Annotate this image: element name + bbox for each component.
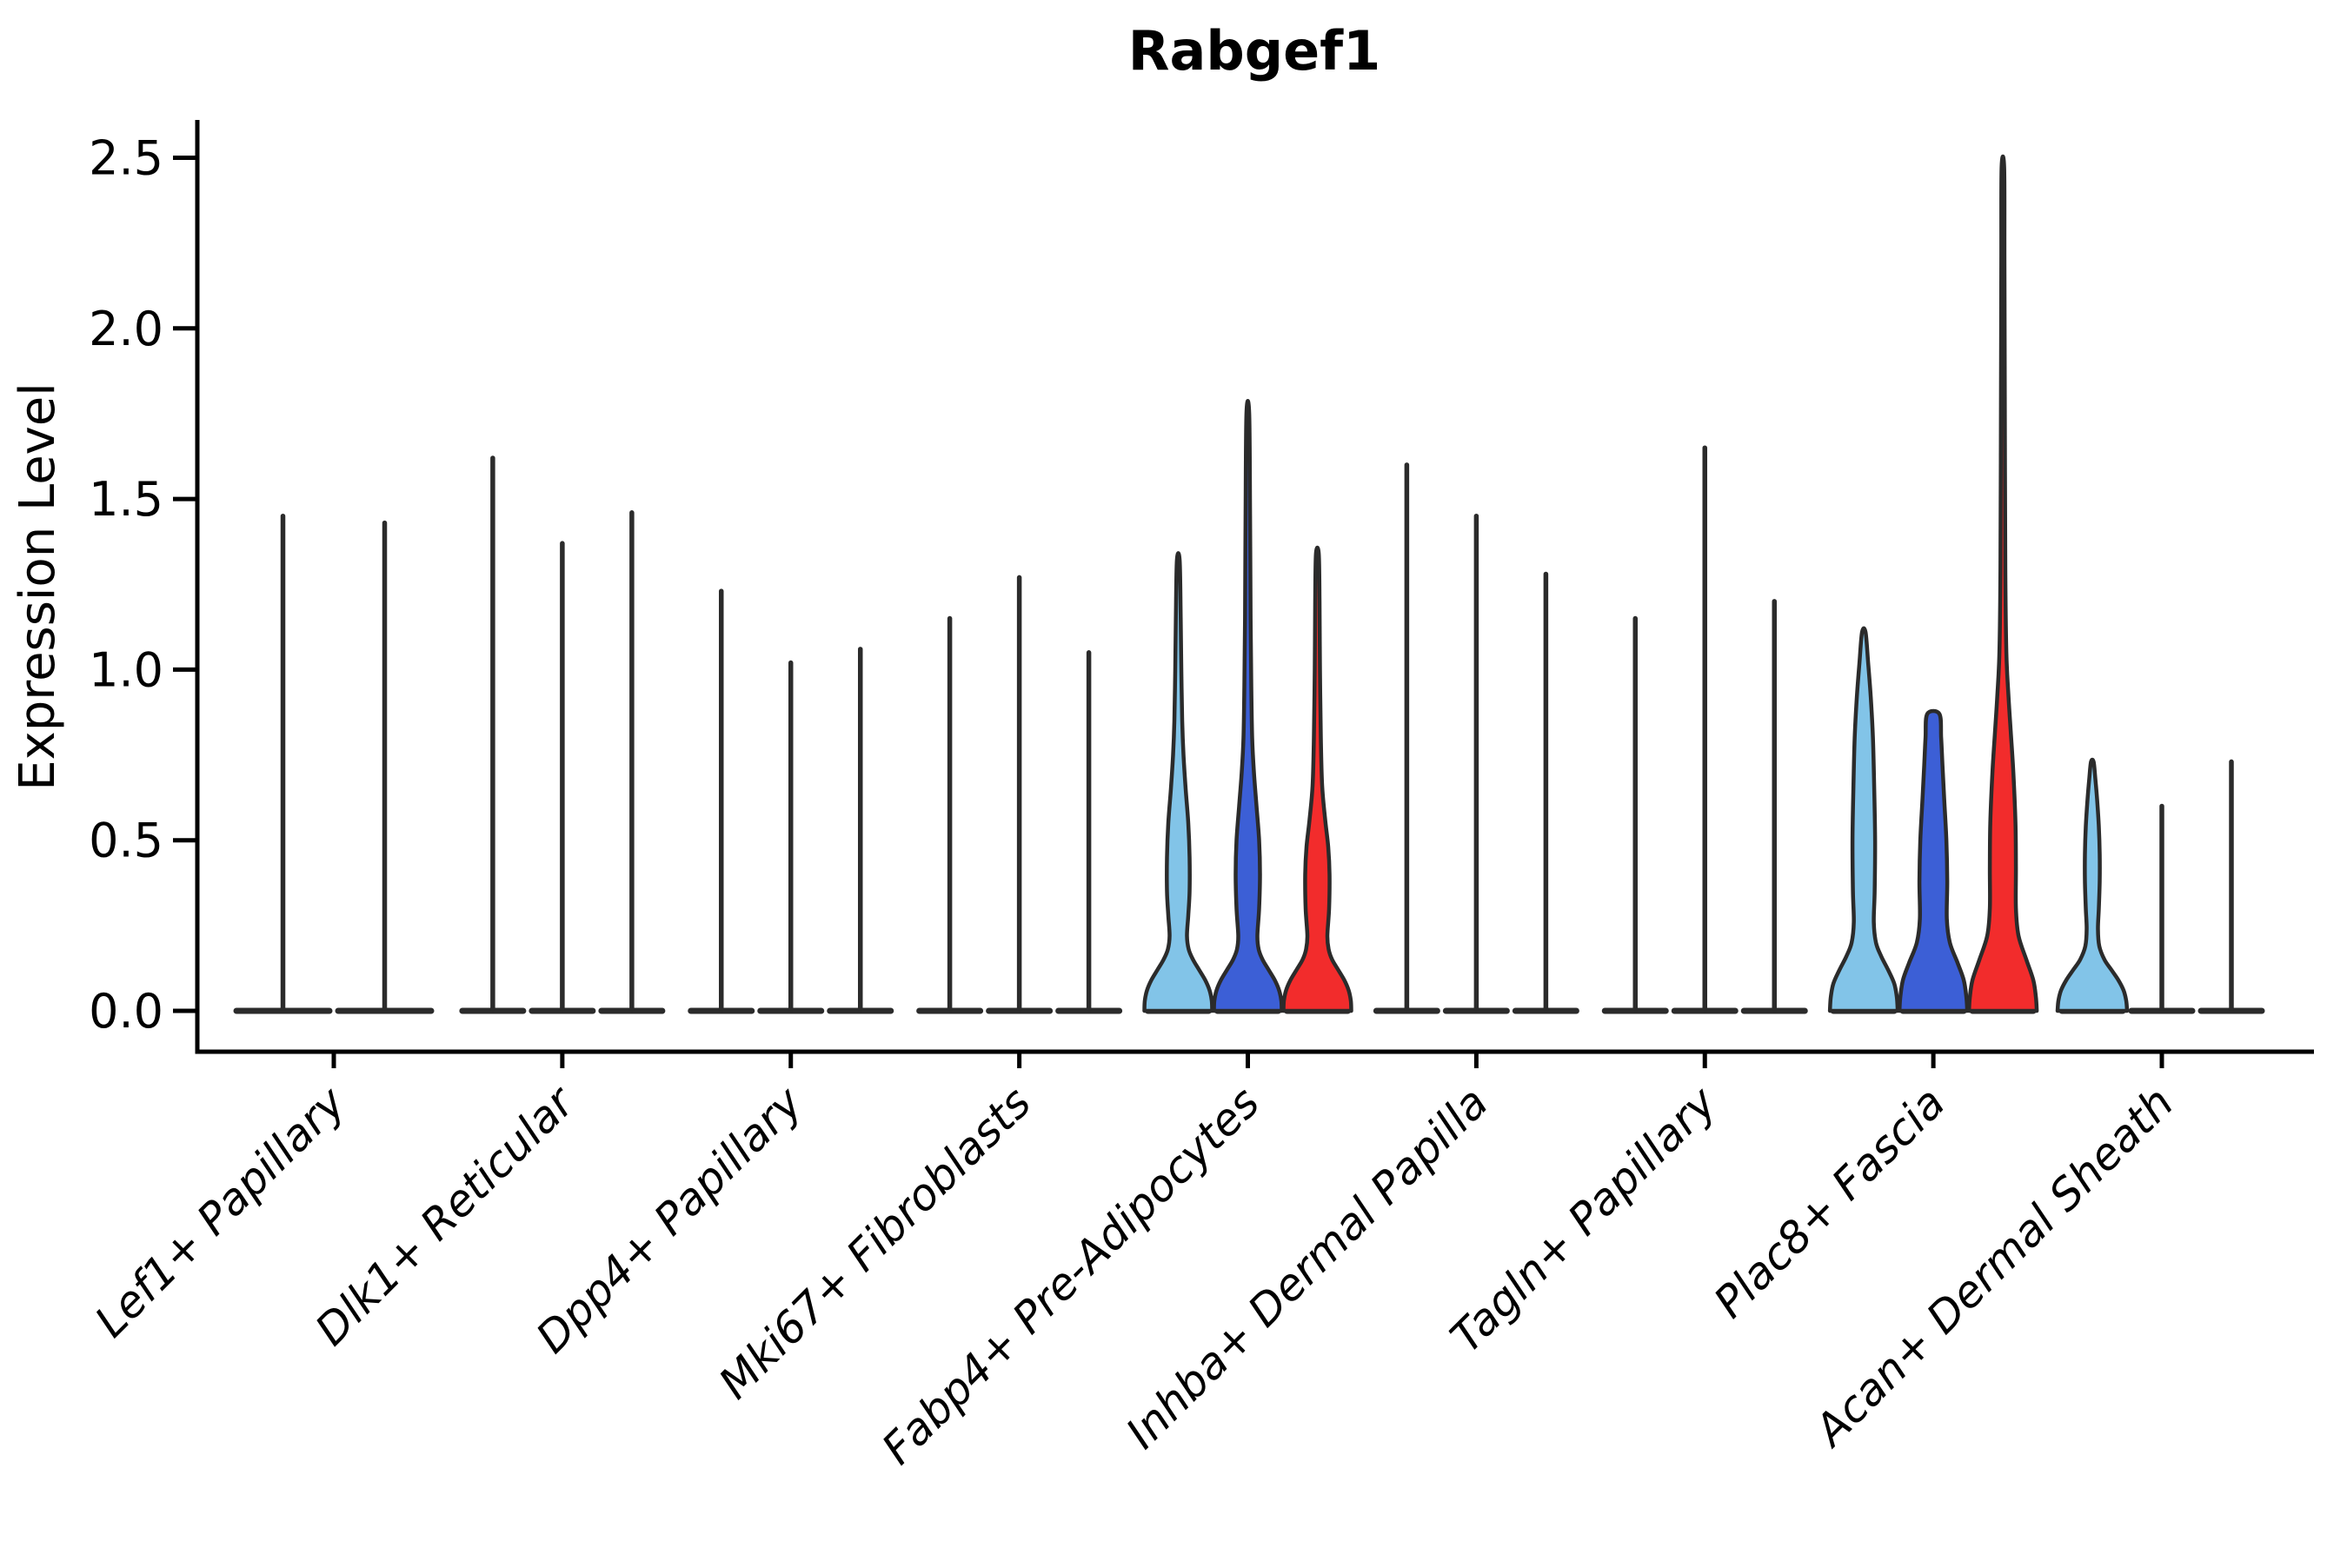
violin-body	[1142, 551, 1214, 1013]
x-tick-label: Inhba+ Dermal Papilla	[1116, 1077, 1497, 1458]
y-tick-label: 2.5	[89, 131, 163, 186]
axis-spines	[195, 120, 2314, 1054]
y-tick-label: 1.0	[89, 642, 163, 697]
y-tick-label: 2.0	[89, 302, 163, 356]
violins	[233, 154, 2265, 1014]
violin-body	[1827, 626, 1900, 1013]
y-axis-label: Expression Level	[10, 382, 66, 791]
x-tick-label: Plac8+ Fascia	[1705, 1077, 1955, 1327]
violin-body	[1281, 545, 1353, 1013]
y-ticks: 0.0 0.5 1.0 1.5 2.0 2.5	[89, 131, 197, 1039]
violin-body	[1897, 708, 1970, 1013]
x-tick-label: Acan+ Dermal Sheath	[1804, 1077, 2184, 1457]
y-tick-label: 1.5	[89, 472, 163, 527]
y-tick-label: 0.5	[89, 814, 163, 868]
violin-body	[2055, 757, 2130, 1013]
plot-title: Rabgef1	[1128, 19, 1381, 83]
x-ticks	[331, 1052, 2164, 1068]
x-tick-label: Fabp4+ Pre-Adipocytes	[872, 1077, 1269, 1474]
y-tick-label: 0.0	[89, 984, 163, 1039]
violin-body	[1212, 398, 1284, 1013]
violin-body	[1966, 154, 2039, 1013]
x-tick-label: Lef1+ Papillary	[85, 1076, 356, 1346]
